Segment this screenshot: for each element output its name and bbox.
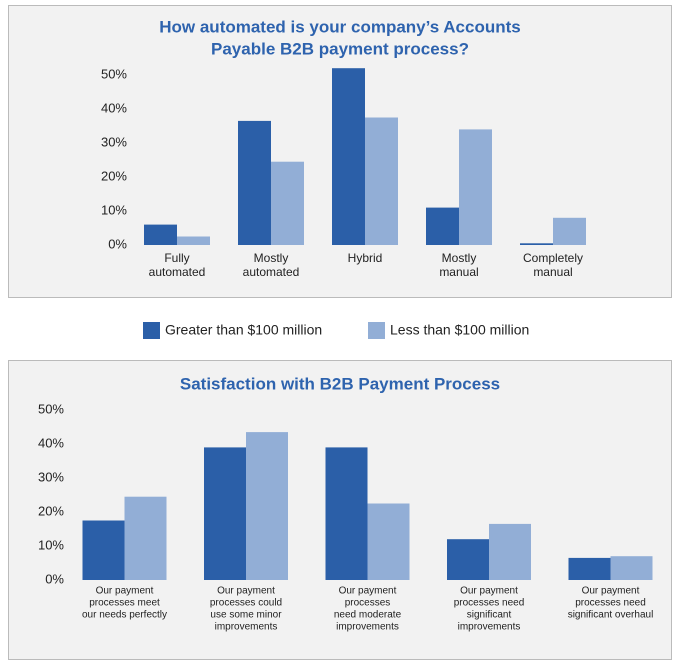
y-tick-label: 50% bbox=[38, 401, 64, 416]
x-tick-label: improvements bbox=[336, 622, 399, 633]
y-tick-label: 30% bbox=[38, 469, 64, 484]
bar bbox=[332, 68, 365, 245]
bar bbox=[610, 556, 653, 580]
x-tick-label: Completely bbox=[523, 251, 583, 265]
bar bbox=[144, 224, 177, 245]
x-tick-label: improvements bbox=[215, 622, 278, 633]
y-tick-label: 20% bbox=[101, 168, 127, 183]
x-tick-label: processes need bbox=[454, 598, 525, 609]
x-tick-label: manual bbox=[439, 265, 478, 279]
bar bbox=[204, 447, 246, 580]
legend-label: Greater than $100 million bbox=[165, 322, 322, 338]
y-tick-label: 30% bbox=[101, 134, 127, 149]
x-tick-label: Fully bbox=[164, 251, 189, 265]
y-tick-label: 40% bbox=[101, 100, 127, 115]
chart-title: Payable B2B payment process? bbox=[211, 39, 469, 58]
bar bbox=[238, 120, 271, 245]
bar bbox=[553, 217, 586, 245]
y-tick-label: 0% bbox=[108, 236, 127, 251]
x-tick-label: Mostly bbox=[442, 251, 477, 265]
x-tick-label: Our payment bbox=[582, 586, 640, 597]
x-tick-label: Mostly bbox=[254, 251, 289, 265]
legend-label: Less than $100 million bbox=[390, 322, 529, 338]
bar bbox=[489, 523, 531, 580]
y-tick-label: 10% bbox=[101, 202, 127, 217]
x-tick-label: Our payment bbox=[339, 586, 397, 597]
x-tick-label: automated bbox=[243, 265, 300, 279]
chart-title: Satisfaction with B2B Payment Process bbox=[180, 374, 500, 393]
y-tick-label: 10% bbox=[38, 537, 64, 552]
x-tick-label: Hybrid bbox=[348, 251, 383, 265]
bar bbox=[426, 207, 459, 245]
bar bbox=[568, 557, 611, 580]
y-tick-label: 40% bbox=[38, 435, 64, 450]
chart-title: How automated is your company’s Accounts bbox=[159, 17, 520, 36]
y-tick-label: 20% bbox=[38, 503, 64, 518]
bar bbox=[447, 539, 489, 580]
x-tick-label: use some minor bbox=[210, 610, 282, 621]
x-tick-label: automated bbox=[149, 265, 206, 279]
x-tick-label: significant bbox=[467, 610, 512, 621]
y-tick-label: 0% bbox=[45, 571, 64, 586]
x-tick-label: Our payment bbox=[96, 586, 154, 597]
x-tick-label: Our payment bbox=[217, 586, 275, 597]
bar bbox=[459, 129, 492, 245]
bar bbox=[367, 503, 410, 580]
bar bbox=[365, 117, 398, 245]
y-tick-label: 50% bbox=[101, 66, 127, 81]
bar bbox=[124, 496, 167, 580]
x-tick-label: processes bbox=[345, 598, 391, 609]
x-tick-label: processes need bbox=[575, 598, 646, 609]
bar bbox=[520, 243, 553, 245]
legend-swatch bbox=[368, 322, 385, 339]
bar bbox=[82, 520, 125, 580]
x-tick-label: processes could bbox=[210, 598, 282, 609]
x-tick-label: manual bbox=[533, 265, 572, 279]
bar bbox=[177, 236, 210, 245]
x-tick-label: processes meet bbox=[89, 598, 160, 609]
legend-swatch bbox=[143, 322, 160, 339]
x-tick-label: our needs perfectly bbox=[82, 610, 167, 621]
x-tick-label: improvements bbox=[458, 622, 521, 633]
bar bbox=[325, 447, 368, 580]
x-tick-label: Our payment bbox=[460, 586, 518, 597]
bar bbox=[271, 161, 304, 245]
x-tick-label: significant overhaul bbox=[568, 610, 654, 621]
x-tick-label: need moderate bbox=[334, 610, 402, 621]
bar bbox=[246, 432, 288, 580]
